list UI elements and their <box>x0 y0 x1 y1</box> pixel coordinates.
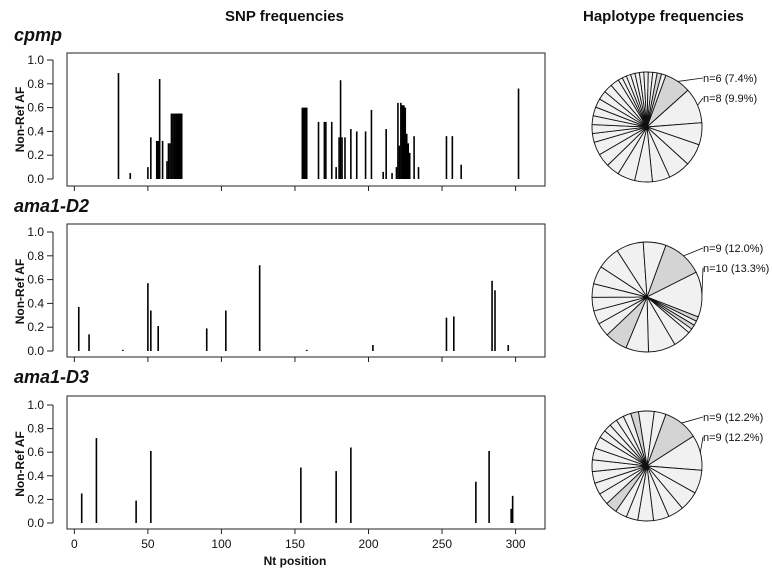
y-tick-label-ama1-D3: 0.0 <box>27 516 44 530</box>
slice-label-ama1-D2: n=9 (12.0%) <box>703 243 763 255</box>
y-tick-label-cpmp: 1.0 <box>27 53 44 67</box>
x-tick-label: 100 <box>211 537 231 551</box>
y-tick-label-ama1-D3: 0.6 <box>27 445 44 459</box>
snp-frequencies-header: SNP frequencies <box>225 8 344 25</box>
y-tick-label-ama1-D2: 0.2 <box>27 320 44 334</box>
y-tick-label-ama1-D3: 0.2 <box>27 492 44 506</box>
x-tick-label: 150 <box>285 537 305 551</box>
gene-label-ama1-d2: ama1-D2 <box>14 196 90 216</box>
x-tick-label: 200 <box>358 537 378 551</box>
haplotype-slice-cpmp <box>646 73 667 128</box>
slice-leader-line-ama1-D3 <box>699 436 704 453</box>
slice-leader-line-cpmp <box>697 97 704 106</box>
y-axis-label-ama1-D3: Non-Ref AF <box>13 431 27 497</box>
y-tick-label-cpmp: 0.0 <box>27 172 44 186</box>
slice-leader-line-ama1-D2 <box>683 247 704 257</box>
y-tick-label-cpmp: 0.2 <box>27 148 44 162</box>
plot-frame-ama1-D3 <box>66 395 546 530</box>
x-tick-label: 300 <box>506 537 526 551</box>
slice-label-ama1-D2: n=10 (13.3%) <box>703 263 769 275</box>
x-tick-label: 0 <box>71 537 78 551</box>
y-tick-label-ama1-D3: 0.4 <box>27 469 44 483</box>
gene-label-ama1-d3: ama1-D3 <box>14 367 90 387</box>
y-tick-label-ama1-D2: 1.0 <box>27 225 44 239</box>
slice-label-ama1-D3: n=9 (12.2%) <box>703 412 763 424</box>
y-tick-label-ama1-D2: 0.8 <box>27 249 44 263</box>
plot-frame-ama1-D2 <box>66 223 546 358</box>
y-tick-label-cpmp: 0.4 <box>27 124 44 138</box>
y-tick-label-cpmp: 0.8 <box>27 77 44 91</box>
slice-leader-line-cpmp <box>677 77 704 82</box>
y-axis-label-ama1-D2: Non-Ref AF <box>13 259 27 325</box>
x-axis-label: Nt position <box>264 554 327 568</box>
y-tick-label-ama1-D2: 0.6 <box>27 273 44 287</box>
x-tick-label: 50 <box>141 537 155 551</box>
y-tick-label-ama1-D2: 0.4 <box>27 296 44 310</box>
haplotype-slice-ama1-D2 <box>642 241 667 298</box>
y-tick-label-cpmp: 0.6 <box>27 101 44 115</box>
y-tick-label-ama1-D3: 1.0 <box>27 398 44 412</box>
gene-label-cpmp: cpmp <box>14 25 63 45</box>
slice-label-cpmp: n=8 (9.9%) <box>703 93 757 105</box>
slice-leader-line-ama1-D3 <box>681 416 704 424</box>
slice-label-cpmp: n=6 (7.4%) <box>703 73 757 85</box>
y-tick-label-ama1-D2: 0.0 <box>27 344 44 358</box>
y-tick-label-ama1-D3: 0.8 <box>27 422 44 436</box>
haplotype-slice-ama1-D3 <box>646 410 667 467</box>
slice-label-ama1-D3: n=9 (12.2%) <box>703 432 763 444</box>
haplotype-frequencies-header: Haplotype frequencies <box>583 8 744 25</box>
x-tick-label: 250 <box>432 537 452 551</box>
slice-leader-line-ama1-D2 <box>701 267 704 295</box>
y-axis-label-cpmp: Non-Ref AF <box>13 87 27 153</box>
